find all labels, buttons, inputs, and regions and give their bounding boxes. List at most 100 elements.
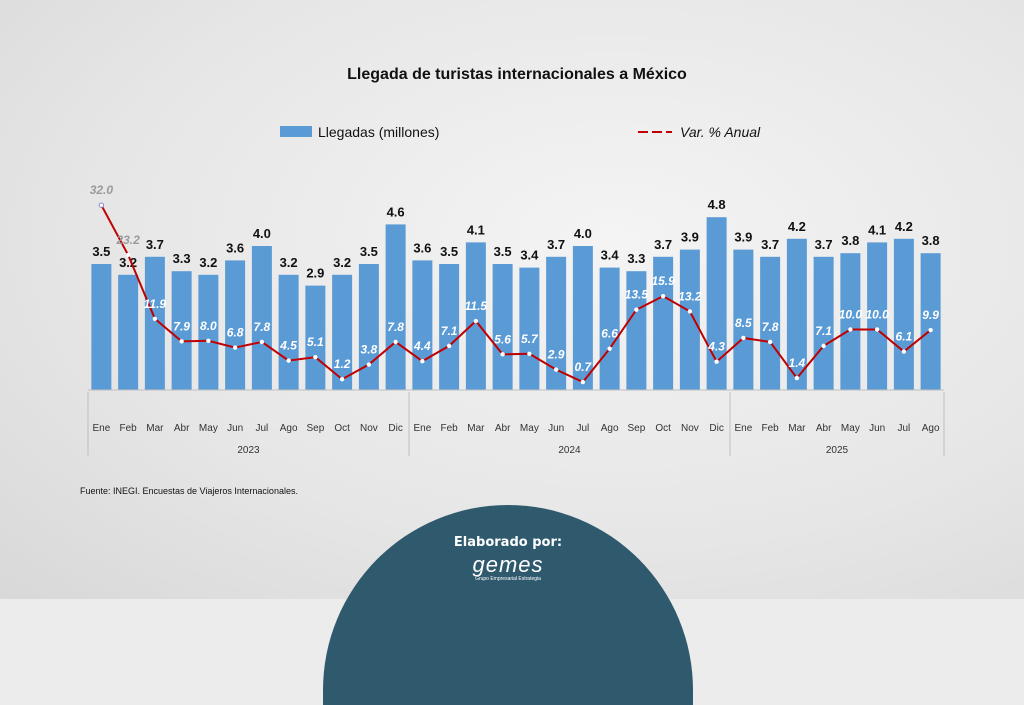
line-value-label: 7.8 — [762, 320, 779, 334]
line-series — [100, 204, 932, 384]
line-point — [232, 345, 238, 350]
line-point — [660, 293, 666, 299]
line-value-label: 7.8 — [387, 320, 404, 334]
bar — [546, 256, 567, 390]
line-point — [607, 346, 612, 351]
x-tick-label: Jun — [869, 423, 885, 434]
bar — [572, 246, 593, 390]
line-point — [821, 343, 826, 349]
x-tick-label: Abr — [816, 423, 832, 434]
line-point — [313, 354, 318, 360]
line-point — [259, 339, 265, 345]
legend-bar-swatch — [280, 126, 312, 137]
x-tick-label: Jul — [897, 423, 910, 434]
x-tick-label: Ago — [922, 423, 940, 434]
legend-bar-label: Llegadas (millones) — [318, 124, 439, 140]
bar-value-label: 3.7 — [547, 237, 565, 252]
x-tick-label: Feb — [120, 423, 138, 434]
x-tick-label: May — [199, 423, 218, 434]
line-point — [928, 327, 933, 333]
x-tick-label: Ago — [601, 423, 619, 434]
bar-value-label: 3.9 — [734, 230, 752, 245]
line-value-label: 13.5 — [625, 288, 649, 302]
bar-value-label: 4.8 — [708, 197, 726, 212]
bar-value-label: 3.8 — [922, 233, 940, 248]
line-value-label: 3.8 — [361, 343, 378, 357]
bar-value-label: 3.8 — [841, 233, 859, 248]
line-value-label: 4.4 — [413, 339, 431, 353]
bar — [412, 260, 433, 390]
x-tick-label: Ene — [413, 423, 431, 434]
line-value-label: 8.0 — [200, 319, 217, 333]
x-tick-label: Feb — [441, 423, 459, 434]
bar — [920, 253, 941, 390]
line-value-label: 6.6 — [601, 327, 618, 341]
bar-value-label: 3.3 — [627, 251, 645, 266]
line-point — [714, 359, 719, 364]
line-point — [420, 358, 425, 364]
bar-value-label: 4.1 — [467, 222, 485, 237]
bar — [118, 274, 139, 390]
line-point — [286, 358, 291, 363]
x-tick-label: Jun — [548, 423, 564, 434]
bar — [385, 224, 406, 390]
x-tick-label: Sep — [627, 423, 645, 434]
line-value-label: 1.2 — [334, 357, 351, 371]
bar — [144, 256, 165, 390]
source-note: Fuente: INEGI. Encuestas de Viajeros Int… — [80, 486, 298, 496]
bar-value-label: 3.4 — [601, 248, 620, 263]
x-tick-label: Ene — [92, 423, 110, 434]
line-point — [741, 335, 746, 341]
line-point — [580, 379, 586, 385]
bar — [465, 242, 486, 390]
x-tick-label: Nov — [360, 423, 378, 434]
x-tick-label: May — [841, 423, 860, 434]
bar-value-label: 2.9 — [306, 266, 324, 281]
line-value-label: 13.2 — [678, 289, 702, 303]
line-value-label: 6.8 — [227, 326, 244, 340]
bar-value-label: 3.2 — [333, 255, 351, 270]
line-point — [446, 343, 452, 349]
bar — [653, 256, 674, 390]
bar-value-label: 3.2 — [199, 255, 217, 270]
x-tick-label: Feb — [762, 423, 780, 434]
x-tick-label: May — [520, 423, 539, 434]
year-label: 2023 — [237, 445, 260, 456]
bar-value-label: 3.6 — [413, 240, 431, 255]
line-point — [152, 316, 158, 321]
gemes-logo-subtitle: Grupo Empresarial Estrategia — [475, 576, 541, 582]
line-value-label: 5.6 — [494, 332, 511, 346]
year-label: 2024 — [558, 445, 581, 456]
line-point — [206, 338, 211, 343]
line-value-label: 1.4 — [789, 356, 806, 370]
bar — [358, 264, 379, 390]
bar-value-label: 3.7 — [761, 237, 779, 252]
line-value-label: 5.7 — [521, 332, 539, 346]
bar — [760, 256, 781, 390]
line-point — [473, 318, 479, 324]
bar-value-label: 3.7 — [146, 237, 164, 252]
bar-value-label: 3.7 — [815, 237, 833, 252]
bar — [786, 238, 807, 390]
line-point — [125, 252, 131, 258]
line-point — [500, 352, 505, 357]
bar — [305, 285, 326, 390]
line-value-label: 10.0 — [865, 308, 889, 322]
bar-value-label: 3.5 — [360, 244, 378, 259]
x-tick-label: Ene — [734, 423, 752, 434]
gemes-logo: gemes — [472, 552, 544, 577]
line-point — [179, 339, 184, 344]
bar-value-label: 3.5 — [92, 244, 110, 259]
bar — [492, 264, 513, 390]
line-value-label: 4.3 — [707, 340, 725, 354]
bar-value-label: 4.6 — [387, 204, 405, 219]
bar-value-label: 3.6 — [226, 240, 244, 255]
bar — [626, 271, 647, 390]
line-value-label: 9.9 — [922, 308, 939, 322]
line-point — [687, 309, 693, 314]
line-value-label: 7.8 — [254, 320, 271, 334]
bar — [706, 217, 727, 390]
line-value-label: 10.0 — [839, 308, 863, 322]
x-tick-label: Oct — [655, 423, 671, 434]
bar — [840, 253, 861, 390]
